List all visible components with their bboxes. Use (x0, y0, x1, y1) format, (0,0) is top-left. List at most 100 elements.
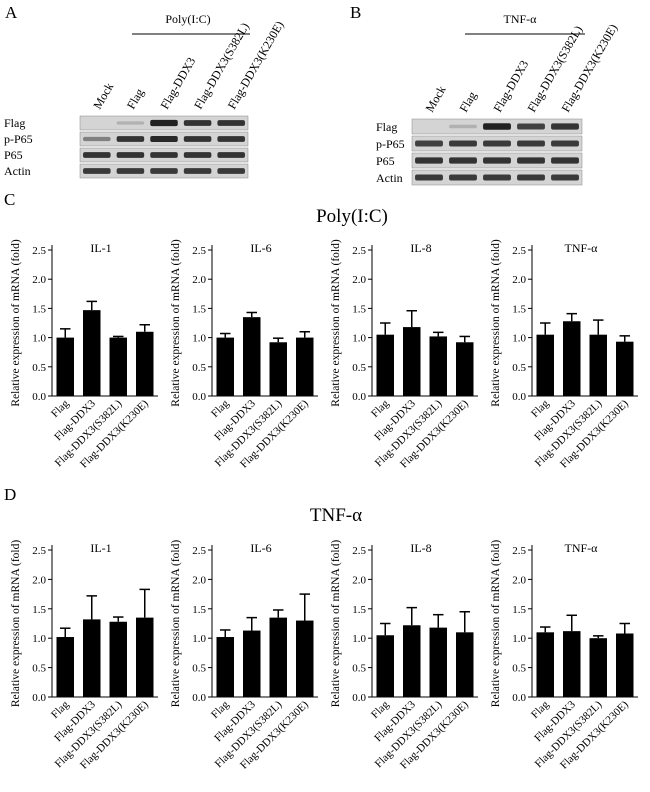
lane-label: Mock (90, 80, 116, 111)
panel-letter-b: B (350, 3, 361, 22)
lane-label: Flag (456, 89, 479, 114)
bar-chart: IL-6 0.0 0.5 1.0 1.5 2.0 2.5 Relative expressio… (170, 239, 318, 471)
treatment-label-a: Poly(I:C) (165, 12, 210, 26)
x-tick-label: Flag (49, 698, 72, 721)
blot-band (449, 157, 477, 164)
y-tick-label: 1.0 (512, 633, 526, 645)
panel-letter-d: D (4, 485, 16, 504)
y-tick-label: 0.0 (192, 692, 206, 704)
bar (83, 619, 101, 697)
y-axis-label: Relative expression of mRNA (fold) (330, 239, 342, 407)
blot-band (150, 119, 178, 127)
y-tick-label: 1.5 (192, 604, 206, 616)
y-axis-label: Relative expression of mRNA (fold) (170, 239, 182, 407)
y-tick-label: 1.0 (192, 633, 206, 645)
blot-band (217, 168, 245, 174)
blot-band (449, 174, 477, 181)
y-tick-label: 1.5 (32, 303, 46, 315)
bar (616, 341, 634, 396)
bar (269, 617, 287, 697)
y-tick-label: 1.0 (32, 333, 46, 345)
blot-band (415, 140, 443, 147)
y-tick-label: 0.0 (32, 692, 46, 704)
blot-band (449, 124, 477, 129)
y-tick-label: 2.5 (192, 545, 206, 557)
bar-chart: TNF-α 0.0 0.5 1.0 1.5 2.0 2.5 Relative expressi… (490, 239, 638, 471)
blot-band (116, 152, 145, 158)
blot-band (83, 168, 111, 174)
panel-title-c: Poly(I:C) (316, 206, 388, 227)
y-tick-label: 0.0 (352, 391, 366, 403)
bar (243, 630, 261, 697)
blot-row-label: p-P65 (4, 132, 33, 146)
y-tick-label: 1.0 (32, 633, 46, 645)
bar (456, 342, 474, 396)
panel-letter-c: C (4, 190, 15, 209)
blot-band (449, 140, 477, 147)
y-tick-label: 2.5 (32, 545, 46, 557)
y-tick-label: 2.0 (352, 274, 366, 286)
blot-band (551, 140, 579, 147)
x-tick-label: Flag (209, 397, 232, 420)
blot-band (483, 174, 511, 181)
bar-chart: TNF-α 0.0 0.5 1.0 1.5 2.0 2.5 Relative expressi… (490, 540, 638, 772)
blot-row-label: Flag (4, 116, 25, 130)
y-tick-label: 0.0 (512, 692, 526, 704)
blot-band (483, 157, 511, 164)
y-tick-label: 1.5 (192, 303, 206, 315)
chart-title: TNF-α (565, 541, 599, 555)
y-axis-label: Relative expression of mRNA (fold) (10, 540, 22, 708)
y-tick-label: 2.5 (192, 245, 206, 257)
y-tick-label: 1.5 (512, 604, 526, 616)
bar-chart: IL-1 0.0 0.5 1.0 1.5 2.0 2.5 Relative expressio… (10, 239, 158, 471)
y-axis-label: Relative expression of mRNA (fold) (10, 239, 22, 407)
y-tick-label: 1.5 (352, 604, 366, 616)
x-tick-label: Flag (209, 698, 232, 721)
bar (376, 635, 394, 697)
y-tick-label: 2.0 (512, 574, 526, 586)
bar (56, 337, 74, 396)
blot-band (217, 136, 245, 142)
y-tick-label: 0.5 (32, 362, 46, 374)
y-tick-label: 2.5 (352, 245, 366, 257)
bar (216, 637, 234, 697)
bar-chart: IL-1 0.0 0.5 1.0 1.5 2.0 2.5 Relative expressio… (10, 540, 158, 772)
blot-band (415, 157, 443, 164)
blot-band (551, 174, 579, 181)
y-tick-label: 1.0 (352, 633, 366, 645)
y-tick-label: 0.5 (352, 663, 366, 675)
bar (216, 337, 234, 396)
western-blot-a: Mock Flag Flag-DDX3Flag-DDX3(S382L)Flag-DD… (4, 18, 286, 179)
y-tick-label: 2.5 (512, 545, 526, 557)
y-tick-label: 1.5 (352, 303, 366, 315)
treatment-label-b: TNF-α (504, 12, 538, 26)
x-tick-label: Flag (529, 397, 552, 420)
bar (536, 632, 554, 697)
blot-band (415, 174, 443, 181)
blot-row-label: Actin (4, 164, 31, 178)
bar (589, 638, 607, 697)
x-tick-label: Flag (49, 397, 72, 420)
panel-title-d: TNF-α (310, 505, 362, 526)
chart-title: IL-8 (410, 241, 431, 255)
y-tick-label: 2.0 (192, 574, 206, 586)
blot-row-label: P65 (376, 154, 395, 168)
blot-band (217, 120, 245, 126)
bar (563, 631, 581, 697)
blot-band (183, 136, 212, 142)
y-tick-label: 1.0 (512, 333, 526, 345)
blot-band (150, 168, 178, 174)
chart-title: IL-6 (250, 241, 271, 255)
blot-band (150, 136, 178, 142)
y-tick-label: 0.5 (192, 362, 206, 374)
blot-band (116, 168, 145, 174)
y-tick-label: 1.5 (32, 604, 46, 616)
blot-band (483, 123, 511, 130)
y-axis-label: Relative expression of mRNA (fold) (490, 540, 502, 708)
blot-row-label: P65 (4, 148, 23, 162)
blot-band (517, 174, 545, 181)
blot-band (83, 152, 111, 158)
bar (456, 632, 474, 697)
bar (563, 321, 581, 396)
